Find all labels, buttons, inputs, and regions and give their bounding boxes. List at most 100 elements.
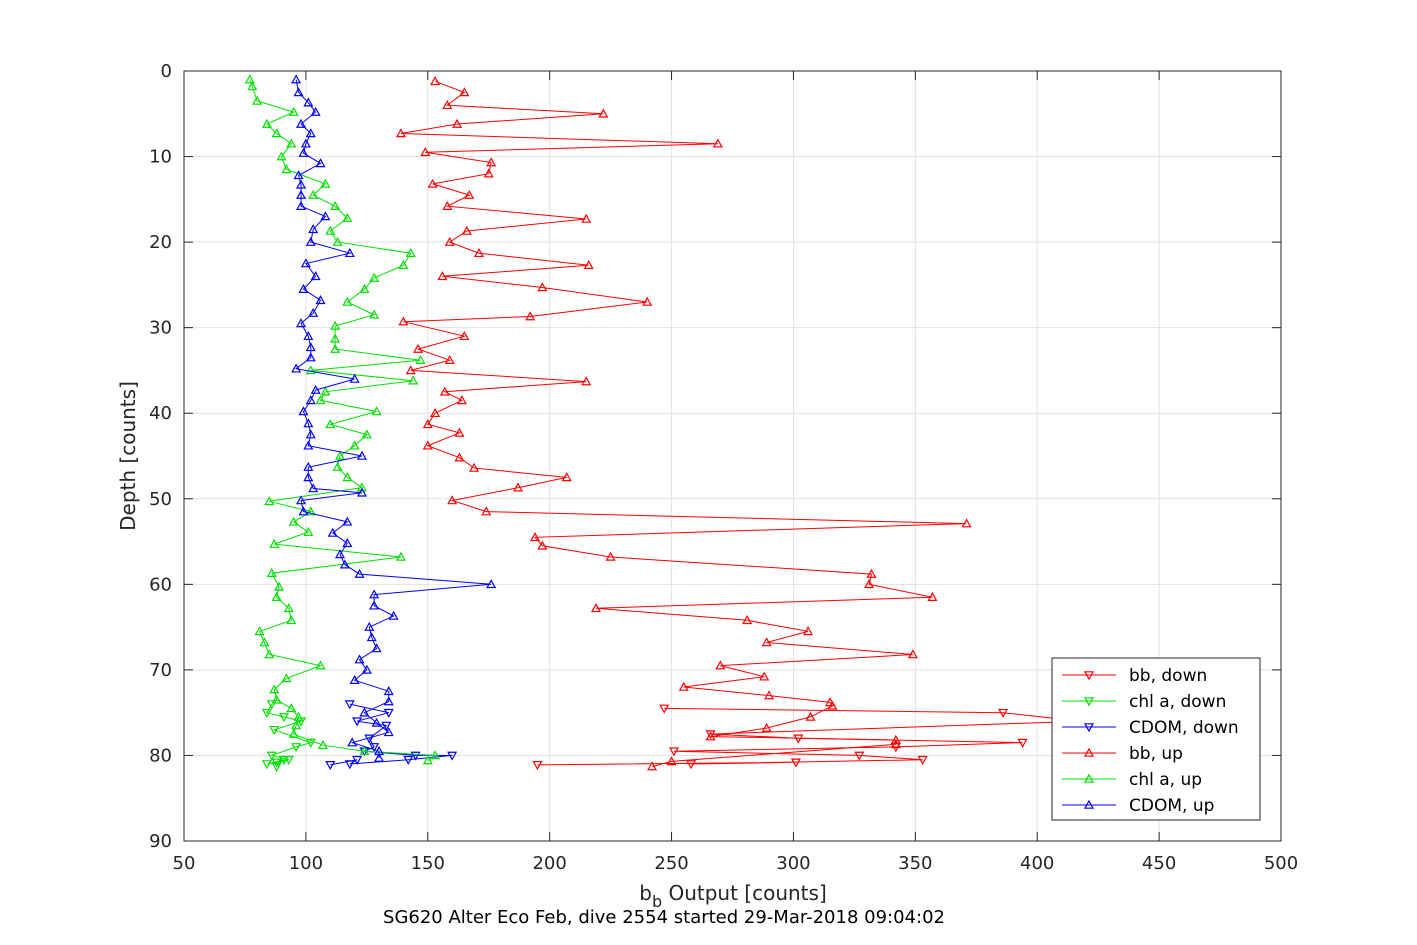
data-point bbox=[352, 755, 363, 765]
legend-marker bbox=[1083, 773, 1095, 783]
data-point bbox=[286, 703, 297, 713]
data-point bbox=[310, 271, 321, 281]
data-point bbox=[303, 418, 314, 428]
data-point bbox=[678, 681, 689, 691]
legend-label: bb, down bbox=[1129, 666, 1207, 686]
data-point bbox=[288, 516, 299, 526]
data-point bbox=[342, 538, 353, 548]
data-point bbox=[342, 516, 353, 526]
data-point bbox=[420, 147, 431, 157]
data-point bbox=[295, 318, 307, 328]
data-point bbox=[356, 487, 367, 497]
data-point bbox=[325, 761, 336, 771]
data-point bbox=[863, 579, 875, 589]
data-point bbox=[454, 427, 465, 437]
data-point bbox=[342, 296, 353, 306]
data-point bbox=[291, 363, 302, 373]
data-point bbox=[442, 99, 453, 110]
data-point bbox=[805, 711, 816, 721]
data-point bbox=[308, 307, 319, 317]
data-point bbox=[288, 106, 299, 116]
legend-marker bbox=[1083, 671, 1095, 681]
data-point bbox=[325, 419, 336, 429]
data-point bbox=[349, 373, 360, 383]
data-point bbox=[339, 559, 350, 569]
data-point bbox=[369, 589, 380, 599]
data-point bbox=[890, 734, 901, 744]
data-point bbox=[383, 708, 394, 718]
data-point bbox=[298, 406, 309, 416]
data-point bbox=[244, 74, 255, 84]
data-point bbox=[486, 579, 497, 589]
data-point bbox=[405, 247, 416, 258]
data-point bbox=[254, 626, 265, 636]
data-point bbox=[308, 189, 319, 199]
data-point bbox=[395, 128, 406, 138]
x-axis-label: bb Output [counts] bbox=[639, 881, 827, 911]
data-point bbox=[305, 395, 316, 405]
data-point bbox=[647, 761, 658, 771]
data-point bbox=[715, 660, 726, 670]
data-point bbox=[456, 395, 467, 405]
data-point bbox=[288, 728, 299, 738]
data-point bbox=[266, 700, 277, 710]
data-point bbox=[413, 343, 424, 353]
data-point bbox=[705, 730, 716, 740]
data-point bbox=[459, 87, 470, 97]
data-point bbox=[278, 713, 289, 723]
data-point bbox=[356, 450, 367, 460]
x-tick-label: 300 bbox=[776, 853, 810, 874]
x-axis-label-rest: Output [counts] bbox=[662, 881, 827, 905]
x-tick-label: 50 bbox=[173, 853, 196, 874]
data-point bbox=[444, 354, 455, 364]
data-point bbox=[283, 755, 294, 765]
data-point bbox=[276, 151, 287, 161]
data-point bbox=[261, 118, 272, 128]
data-point bbox=[388, 610, 399, 620]
data-point bbox=[310, 106, 321, 116]
data-point bbox=[598, 108, 609, 118]
legend-label: bb, up bbox=[1129, 744, 1183, 764]
data-point bbox=[320, 386, 331, 396]
data-point bbox=[371, 717, 382, 727]
data-point bbox=[320, 211, 331, 221]
data-point bbox=[759, 671, 770, 681]
x-axis-label-main: b bbox=[639, 881, 652, 905]
data-point bbox=[261, 760, 272, 770]
data-point bbox=[827, 700, 838, 710]
data-point bbox=[291, 74, 302, 84]
data-point bbox=[461, 225, 472, 235]
data-point bbox=[344, 247, 355, 258]
data-point bbox=[464, 189, 475, 199]
y-tick-label: 0 bbox=[161, 61, 172, 82]
data-point bbox=[581, 376, 592, 386]
data-point bbox=[927, 591, 938, 601]
data-point bbox=[295, 118, 307, 128]
x-axis-label-subscript: b bbox=[652, 892, 662, 911]
data-point bbox=[354, 568, 365, 578]
plot-frame bbox=[183, 70, 1282, 842]
data-point bbox=[352, 717, 363, 727]
data-point bbox=[271, 591, 282, 601]
x-tick-label: 400 bbox=[1020, 853, 1054, 874]
data-point bbox=[590, 603, 602, 613]
data-point bbox=[303, 97, 314, 107]
data-point bbox=[330, 333, 341, 343]
series-line bbox=[249, 79, 437, 762]
data-point bbox=[705, 731, 716, 741]
data-point bbox=[369, 272, 380, 282]
data-point bbox=[481, 506, 492, 516]
data-point bbox=[269, 538, 280, 548]
y-tick-label: 70 bbox=[149, 660, 172, 681]
data-point bbox=[298, 283, 309, 293]
data-point bbox=[286, 138, 297, 148]
data-point bbox=[447, 751, 458, 761]
data-point bbox=[308, 483, 319, 493]
data-point bbox=[866, 568, 877, 578]
series-1 bbox=[261, 700, 316, 772]
data-point bbox=[293, 711, 304, 721]
x-tick-label: 100 bbox=[289, 853, 323, 874]
x-tick-label: 450 bbox=[1142, 853, 1176, 874]
data-point bbox=[305, 236, 316, 246]
legend-marker bbox=[1083, 697, 1095, 707]
